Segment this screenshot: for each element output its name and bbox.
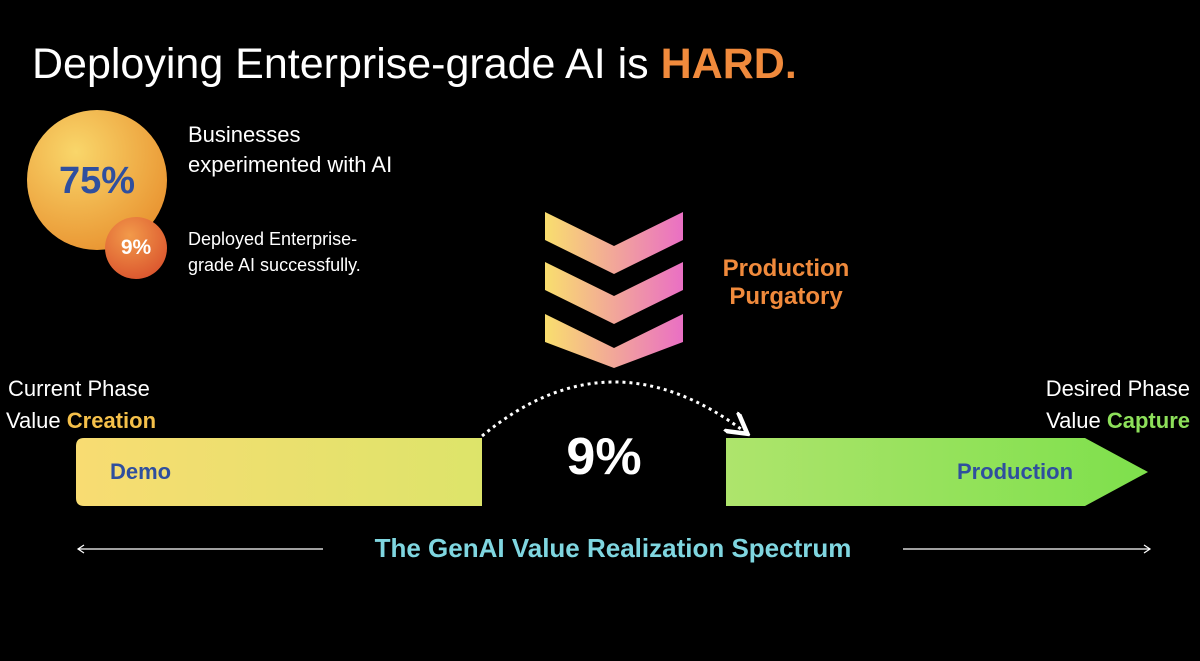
stat-text: Businesses experimented with AI bbox=[188, 120, 392, 180]
stat-circle-small bbox=[105, 217, 167, 279]
spectrum-caption: The GenAI Value Realization Spectrum bbox=[374, 533, 852, 563]
phase-emphasis: Capture bbox=[1106, 408, 1190, 433]
jump-arrow bbox=[481, 380, 745, 438]
phase-label: Desired Phase bbox=[1045, 376, 1190, 401]
bar-demo bbox=[76, 438, 482, 506]
stat-value: 75% bbox=[58, 160, 136, 202]
phase-prefix: Value bbox=[1046, 408, 1101, 433]
stat-circle-large bbox=[27, 110, 167, 250]
title-emphasis: HARD. bbox=[660, 40, 797, 88]
stat-line: grade AI successfully. bbox=[188, 255, 361, 275]
desired-phase: Desired Phase Value Capture bbox=[1046, 373, 1190, 437]
bar-label-gap: 9% bbox=[566, 428, 642, 486]
purgatory-line: Production bbox=[722, 255, 850, 282]
phase-prefix: Value bbox=[6, 408, 61, 433]
arrowhead-right bbox=[1143, 544, 1152, 554]
phase-emphasis: Creation bbox=[66, 408, 157, 433]
title: Deploying Enterprise-grade AI is HARD. bbox=[32, 40, 797, 89]
purgatory-label: Production Purgatory bbox=[700, 255, 872, 311]
arrowhead-left bbox=[76, 544, 85, 554]
stat-line: Deployed Enterprise- bbox=[188, 229, 358, 249]
stat-text: Deployed Enterprise- grade AI successful… bbox=[188, 226, 361, 278]
bar-label-end: Production bbox=[956, 459, 1074, 484]
bar-production bbox=[726, 438, 1148, 506]
purgatory-line: Purgatory bbox=[729, 283, 843, 310]
title-text: Deploying Enterprise-grade AI is bbox=[32, 40, 649, 88]
current-phase: Current Phase Value Creation bbox=[6, 373, 156, 437]
stat-value: 9% bbox=[120, 236, 152, 259]
stat-line: experimented with AI bbox=[188, 152, 393, 177]
phase-label: Current Phase bbox=[8, 376, 150, 401]
stat-line: Businesses bbox=[188, 122, 301, 147]
bar-label-start: Demo bbox=[110, 459, 172, 484]
bar-gap bbox=[482, 438, 726, 506]
chevrons bbox=[545, 212, 683, 368]
